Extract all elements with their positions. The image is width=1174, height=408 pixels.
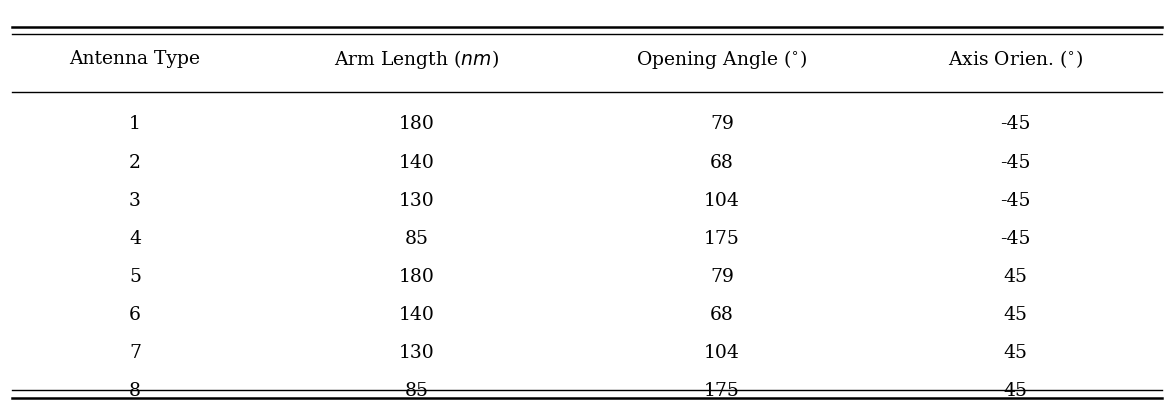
Text: 180: 180 <box>399 268 434 286</box>
Text: 8: 8 <box>129 382 141 401</box>
Text: 1: 1 <box>129 115 141 133</box>
Text: Arm Length ($nm$): Arm Length ($nm$) <box>335 48 499 71</box>
Text: 2: 2 <box>129 153 141 172</box>
Text: 7: 7 <box>129 344 141 362</box>
Text: Axis Orien. ($^{\circ}$): Axis Orien. ($^{\circ}$) <box>947 48 1084 70</box>
Text: -45: -45 <box>1000 192 1031 210</box>
Text: 130: 130 <box>399 192 434 210</box>
Text: 45: 45 <box>1004 306 1027 324</box>
Text: 79: 79 <box>710 115 734 133</box>
Text: 68: 68 <box>710 306 734 324</box>
Text: 45: 45 <box>1004 268 1027 286</box>
Text: 130: 130 <box>399 344 434 362</box>
Text: 85: 85 <box>405 382 429 401</box>
Text: 140: 140 <box>399 153 434 172</box>
Text: 4: 4 <box>129 230 141 248</box>
Text: -45: -45 <box>1000 115 1031 133</box>
Text: 175: 175 <box>704 230 740 248</box>
Text: 68: 68 <box>710 153 734 172</box>
Text: 175: 175 <box>704 382 740 401</box>
Text: Antenna Type: Antenna Type <box>69 50 201 68</box>
Text: 45: 45 <box>1004 344 1027 362</box>
Text: 104: 104 <box>704 192 740 210</box>
Text: 85: 85 <box>405 230 429 248</box>
Text: 180: 180 <box>399 115 434 133</box>
Text: 45: 45 <box>1004 382 1027 401</box>
Text: -45: -45 <box>1000 153 1031 172</box>
Text: -45: -45 <box>1000 230 1031 248</box>
Text: 6: 6 <box>129 306 141 324</box>
Text: 104: 104 <box>704 344 740 362</box>
Text: 140: 140 <box>399 306 434 324</box>
Text: 3: 3 <box>129 192 141 210</box>
Text: Opening Angle ($^{\circ}$): Opening Angle ($^{\circ}$) <box>636 48 808 71</box>
Text: 5: 5 <box>129 268 141 286</box>
Text: 79: 79 <box>710 268 734 286</box>
